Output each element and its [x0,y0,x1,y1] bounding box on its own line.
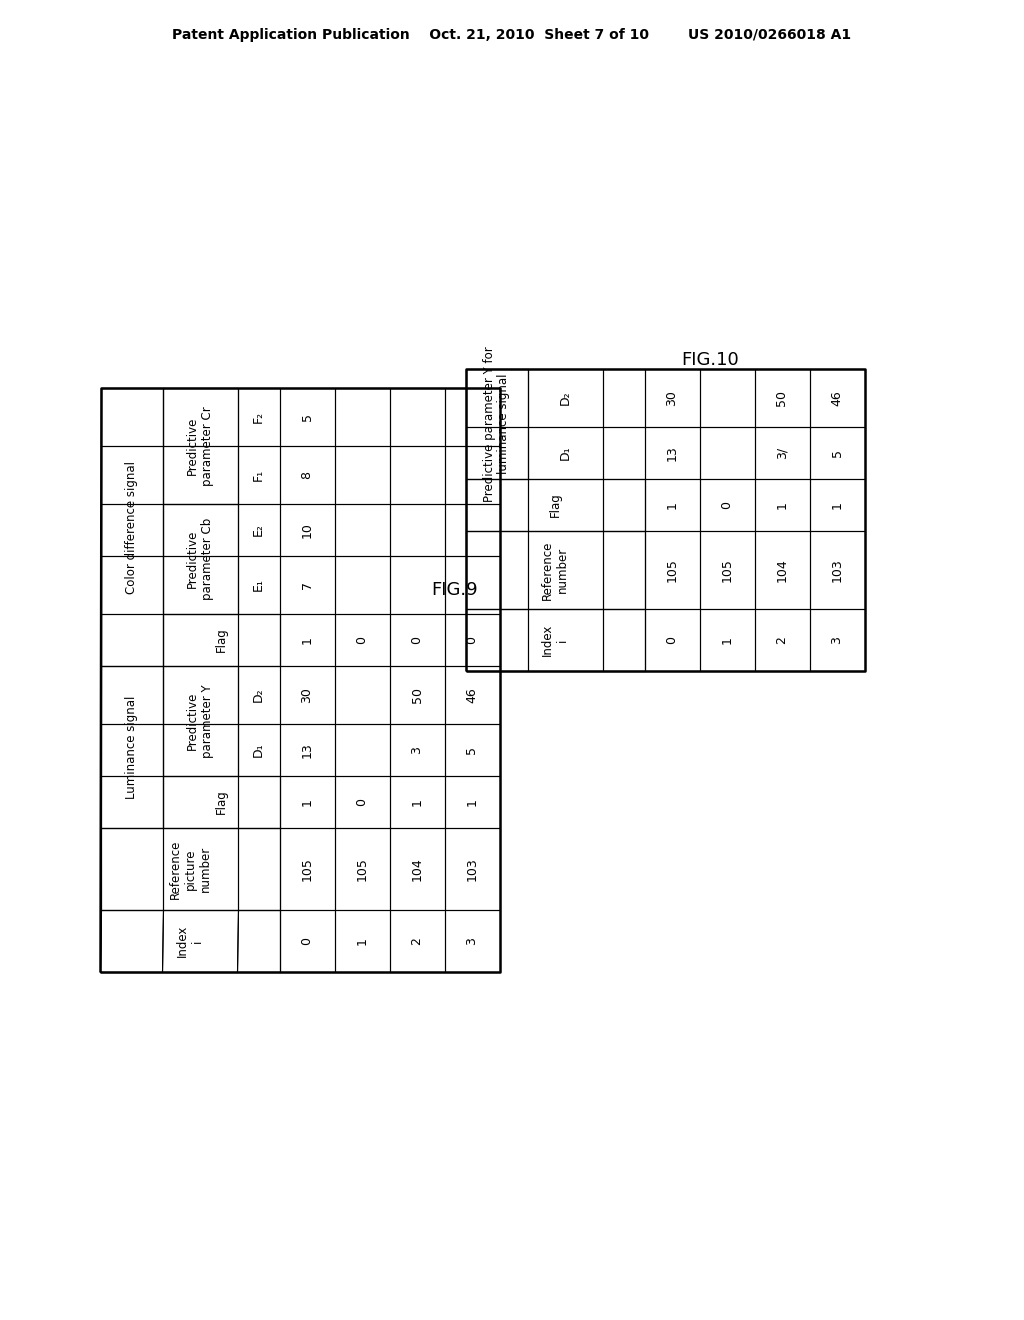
Text: Predictive
parameter Cr: Predictive parameter Cr [186,407,214,486]
Text: 0: 0 [721,502,733,510]
Text: 1: 1 [775,502,788,510]
Text: Flag: Flag [214,627,227,652]
Text: 3: 3 [830,636,844,644]
Polygon shape [101,911,279,972]
Polygon shape [164,615,279,665]
Text: 1: 1 [300,636,313,644]
Polygon shape [467,610,643,671]
Text: 2: 2 [411,937,424,945]
Text: Luminance signal: Luminance signal [125,696,138,799]
Polygon shape [164,667,237,775]
Polygon shape [164,389,237,503]
Text: D₂: D₂ [252,688,265,702]
Text: 103: 103 [466,857,478,880]
Text: 50: 50 [411,686,424,704]
Text: 30: 30 [666,391,679,407]
Text: 10: 10 [300,523,313,539]
Text: E₁: E₁ [252,578,265,591]
Polygon shape [101,667,162,828]
Text: 46: 46 [466,688,478,702]
Text: Index
i: Index i [541,624,569,656]
Text: 3: 3 [466,937,478,945]
Text: 46: 46 [830,391,844,405]
Text: 0: 0 [666,636,679,644]
Text: F₁: F₁ [252,469,265,480]
Text: Patent Application Publication    Oct. 21, 2010  Sheet 7 of 10        US 2010/02: Patent Application Publication Oct. 21, … [172,28,852,42]
Text: 1: 1 [466,799,478,807]
Text: 104: 104 [775,558,788,582]
Text: 1: 1 [411,799,424,807]
Text: 2: 2 [775,636,788,644]
Polygon shape [164,777,279,828]
Text: 5: 5 [466,746,478,754]
Text: FIG.9: FIG.9 [432,581,478,599]
Text: 1: 1 [666,502,679,510]
Text: 8: 8 [300,471,313,479]
Text: 103: 103 [830,558,844,582]
Text: Reference
picture
number: Reference picture number [169,840,212,899]
Text: FIG.10: FIG.10 [681,351,739,370]
Polygon shape [164,506,237,612]
Text: 50: 50 [775,389,788,407]
Text: Color difference signal: Color difference signal [125,461,138,594]
Text: 0: 0 [300,937,313,945]
Text: D₂: D₂ [558,391,571,405]
Text: 1: 1 [355,937,369,945]
Text: 105: 105 [666,558,679,582]
Text: 105: 105 [300,857,313,880]
Polygon shape [467,480,643,531]
Text: 104: 104 [411,857,424,880]
Text: Predictive
parameter Y: Predictive parameter Y [186,684,214,758]
Text: Predictive
parameter Cb: Predictive parameter Cb [186,517,214,601]
Text: F₂: F₂ [252,411,265,424]
Text: E₂: E₂ [252,524,265,536]
Text: 5: 5 [830,449,844,457]
Text: 3: 3 [411,746,424,754]
Text: 0: 0 [411,636,424,644]
Text: D₁: D₁ [252,743,265,758]
Text: 7: 7 [300,581,313,589]
Text: 105: 105 [721,558,733,582]
Text: Predictive parameter Y for
luminance signal: Predictive parameter Y for luminance sig… [482,346,511,502]
Polygon shape [101,389,162,665]
Text: Index
i: Index i [176,925,204,957]
Text: 1: 1 [300,799,313,807]
Text: 13: 13 [666,445,679,461]
Text: 1: 1 [830,502,844,510]
Text: 3/: 3/ [775,447,788,459]
Text: 1: 1 [721,636,733,644]
Text: 13: 13 [300,742,313,758]
Text: Flag: Flag [549,492,561,517]
Polygon shape [101,829,279,909]
Text: Flag: Flag [214,789,227,814]
Text: D₁: D₁ [558,446,571,461]
Text: Reference
number: Reference number [541,540,569,599]
Text: 105: 105 [355,857,369,880]
Text: 30: 30 [300,688,313,704]
Text: 5: 5 [300,413,313,421]
Text: 0: 0 [355,636,369,644]
Polygon shape [467,532,643,609]
Text: 0: 0 [466,636,478,644]
Text: 0: 0 [355,799,369,807]
Polygon shape [467,370,526,478]
